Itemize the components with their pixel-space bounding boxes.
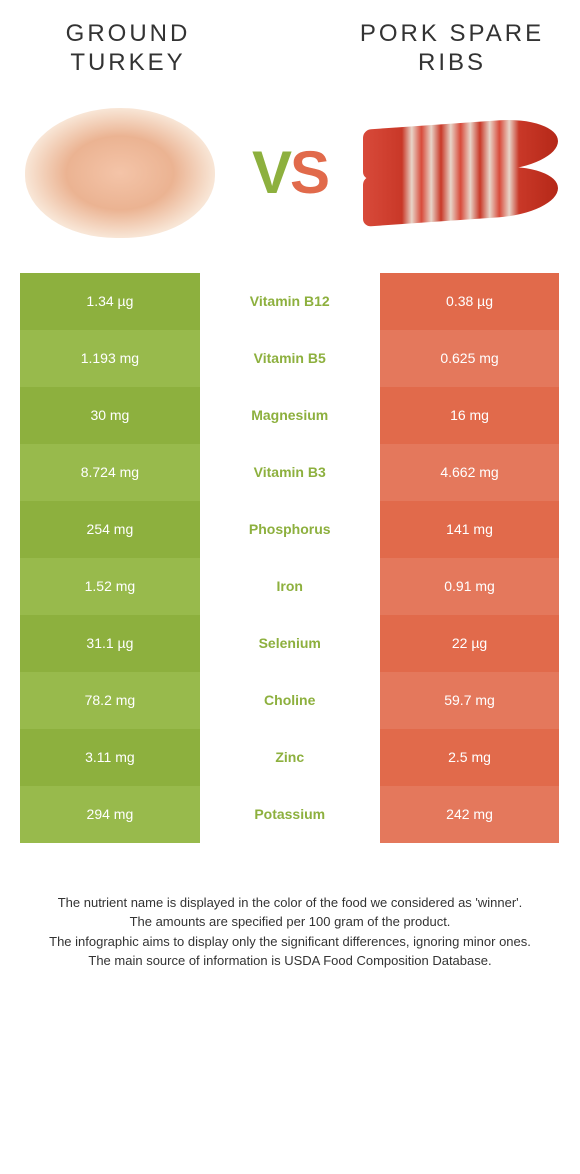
- footer-line: The main source of information is USDA F…: [30, 951, 550, 971]
- vs-label: VS: [252, 138, 328, 207]
- table-row: 3.11 mgZinc2.5 mg: [20, 729, 560, 786]
- table-row: 78.2 mgCholine59.7 mg: [20, 672, 560, 729]
- vs-v: V: [252, 139, 290, 206]
- food-image-right: [360, 103, 560, 243]
- ground-turkey-icon: [25, 108, 215, 238]
- nutrient-name: Phosphorus: [200, 501, 380, 558]
- footer-line: The amounts are specified per 100 gram o…: [30, 912, 550, 932]
- footer-notes: The nutrient name is displayed in the co…: [20, 893, 560, 971]
- food-title-right: PORK SPARE RIBS: [344, 20, 560, 78]
- nutrient-name: Selenium: [200, 615, 380, 672]
- value-right: 0.625 mg: [380, 330, 560, 387]
- value-left: 1.52 mg: [20, 558, 200, 615]
- food-title-left: GROUND TURKEY: [20, 20, 236, 78]
- value-right: 2.5 mg: [380, 729, 560, 786]
- nutrient-name: Magnesium: [200, 387, 380, 444]
- value-right: 0.91 mg: [380, 558, 560, 615]
- table-row: 254 mgPhosphorus141 mg: [20, 501, 560, 558]
- value-left: 31.1 µg: [20, 615, 200, 672]
- table-row: 30 mgMagnesium16 mg: [20, 387, 560, 444]
- table-row: 31.1 µgSelenium22 µg: [20, 615, 560, 672]
- table-row: 1.52 mgIron0.91 mg: [20, 558, 560, 615]
- nutrient-name: Vitamin B3: [200, 444, 380, 501]
- value-left: 8.724 mg: [20, 444, 200, 501]
- nutrient-name: Vitamin B5: [200, 330, 380, 387]
- value-right: 59.7 mg: [380, 672, 560, 729]
- header: GROUND TURKEY PORK SPARE RIBS: [20, 20, 560, 78]
- nutrient-table: 1.34 µgVitamin B120.38 µg1.193 mgVitamin…: [20, 273, 560, 843]
- table-row: 8.724 mgVitamin B34.662 mg: [20, 444, 560, 501]
- nutrient-name: Vitamin B12: [200, 273, 380, 330]
- value-left: 78.2 mg: [20, 672, 200, 729]
- value-left: 1.193 mg: [20, 330, 200, 387]
- value-right: 4.662 mg: [380, 444, 560, 501]
- value-right: 16 mg: [380, 387, 560, 444]
- footer-line: The infographic aims to display only the…: [30, 932, 550, 952]
- vs-s: S: [290, 139, 328, 206]
- footer-line: The nutrient name is displayed in the co…: [30, 893, 550, 913]
- table-row: 1.193 mgVitamin B50.625 mg: [20, 330, 560, 387]
- pork-ribs-icon: [363, 118, 558, 228]
- value-left: 294 mg: [20, 786, 200, 843]
- value-right: 22 µg: [380, 615, 560, 672]
- table-row: 1.34 µgVitamin B120.38 µg: [20, 273, 560, 330]
- table-row: 294 mgPotassium242 mg: [20, 786, 560, 843]
- value-left: 254 mg: [20, 501, 200, 558]
- value-right: 141 mg: [380, 501, 560, 558]
- value-left: 30 mg: [20, 387, 200, 444]
- value-left: 3.11 mg: [20, 729, 200, 786]
- nutrient-name: Iron: [200, 558, 380, 615]
- nutrient-name: Choline: [200, 672, 380, 729]
- food-image-left: [20, 103, 220, 243]
- value-right: 242 mg: [380, 786, 560, 843]
- nutrient-name: Potassium: [200, 786, 380, 843]
- value-right: 0.38 µg: [380, 273, 560, 330]
- images-row: VS: [20, 93, 560, 253]
- value-left: 1.34 µg: [20, 273, 200, 330]
- nutrient-name: Zinc: [200, 729, 380, 786]
